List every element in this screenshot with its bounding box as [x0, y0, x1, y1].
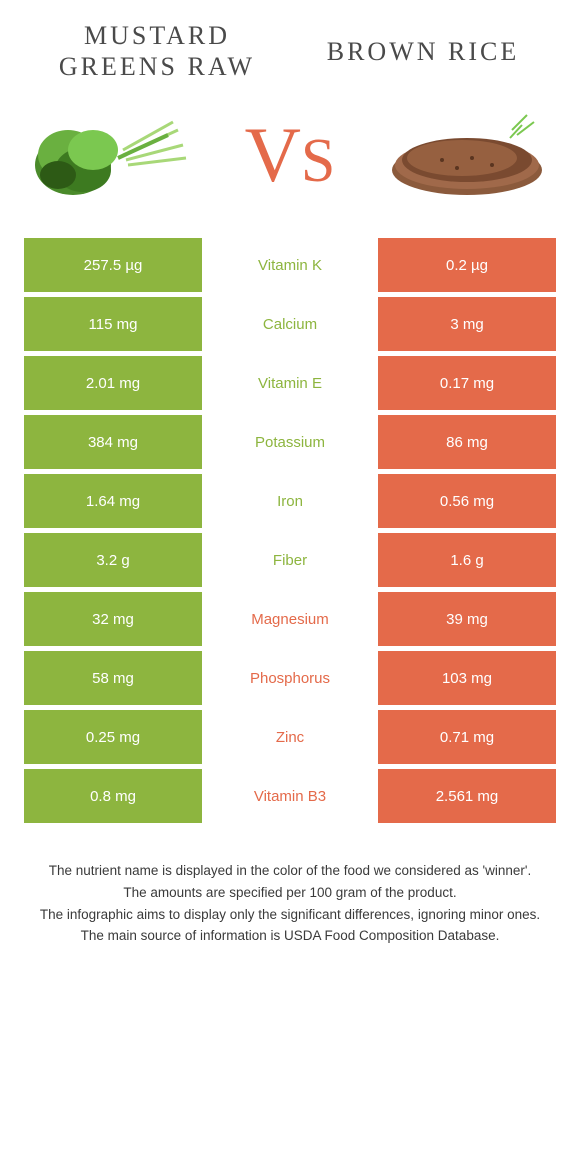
left-value: 0.8 mg: [24, 769, 202, 823]
right-value: 103 mg: [378, 651, 556, 705]
greens-icon: [28, 100, 198, 210]
nutrient-row: 32 mgMagnesium39 mg: [24, 592, 556, 646]
nutrient-name: Iron: [202, 474, 378, 528]
left-value: 384 mg: [24, 415, 202, 469]
header: Mustard Greens raw Brown rice: [24, 20, 556, 82]
rice-icon: [382, 110, 552, 200]
nutrient-row: 58 mgPhosphorus103 mg: [24, 651, 556, 705]
infographic-container: Mustard Greens raw Brown rice VS: [0, 0, 580, 968]
footer-line-4: The main source of information is USDA F…: [30, 926, 550, 946]
nutrient-name: Fiber: [202, 533, 378, 587]
left-value: 0.25 mg: [24, 710, 202, 764]
nutrient-name: Magnesium: [202, 592, 378, 646]
nutrient-row: 0.8 mgVitamin B32.561 mg: [24, 769, 556, 823]
nutrient-table: 257.5 µgVitamin K0.2 µg115 mgCalcium3 mg…: [24, 238, 556, 823]
footer-notes: The nutrient name is displayed in the co…: [24, 861, 556, 945]
right-value: 86 mg: [378, 415, 556, 469]
left-value: 115 mg: [24, 297, 202, 351]
left-value: 32 mg: [24, 592, 202, 646]
nutrient-name: Vitamin E: [202, 356, 378, 410]
left-value: 3.2 g: [24, 533, 202, 587]
right-value: 0.2 µg: [378, 238, 556, 292]
right-value: 0.71 mg: [378, 710, 556, 764]
left-value: 2.01 mg: [24, 356, 202, 410]
footer-line-1: The nutrient name is displayed in the co…: [30, 861, 550, 881]
nutrient-row: 2.01 mgVitamin E0.17 mg: [24, 356, 556, 410]
nutrient-row: 3.2 gFiber1.6 g: [24, 533, 556, 587]
vs-row: VS: [24, 100, 556, 210]
right-value: 3 mg: [378, 297, 556, 351]
vs-label: VS: [245, 116, 336, 194]
left-value: 257.5 µg: [24, 238, 202, 292]
nutrient-name: Vitamin K: [202, 238, 378, 292]
left-value: 1.64 mg: [24, 474, 202, 528]
right-value: 39 mg: [378, 592, 556, 646]
nutrient-name: Potassium: [202, 415, 378, 469]
footer-line-2: The amounts are specified per 100 gram o…: [30, 883, 550, 903]
nutrient-row: 0.25 mgZinc0.71 mg: [24, 710, 556, 764]
brown-rice-image: [382, 100, 552, 210]
nutrient-name: Calcium: [202, 297, 378, 351]
right-value: 2.561 mg: [378, 769, 556, 823]
nutrient-row: 257.5 µgVitamin K0.2 µg: [24, 238, 556, 292]
right-value: 0.17 mg: [378, 356, 556, 410]
left-value: 58 mg: [24, 651, 202, 705]
footer-line-3: The infographic aims to display only the…: [30, 905, 550, 925]
title-right: Brown rice: [290, 36, 556, 67]
mustard-greens-image: [28, 100, 198, 210]
title-left: Mustard Greens raw: [24, 20, 290, 82]
food-title-right: Brown rice: [290, 36, 556, 67]
nutrient-row: 384 mgPotassium86 mg: [24, 415, 556, 469]
vs-v: V: [245, 116, 301, 194]
right-value: 1.6 g: [378, 533, 556, 587]
vs-s: S: [301, 130, 335, 192]
right-value: 0.56 mg: [378, 474, 556, 528]
food-title-left: Mustard Greens raw: [24, 20, 290, 82]
nutrient-row: 115 mgCalcium3 mg: [24, 297, 556, 351]
nutrient-row: 1.64 mgIron0.56 mg: [24, 474, 556, 528]
nutrient-name: Zinc: [202, 710, 378, 764]
nutrient-name: Vitamin B3: [202, 769, 378, 823]
nutrient-name: Phosphorus: [202, 651, 378, 705]
